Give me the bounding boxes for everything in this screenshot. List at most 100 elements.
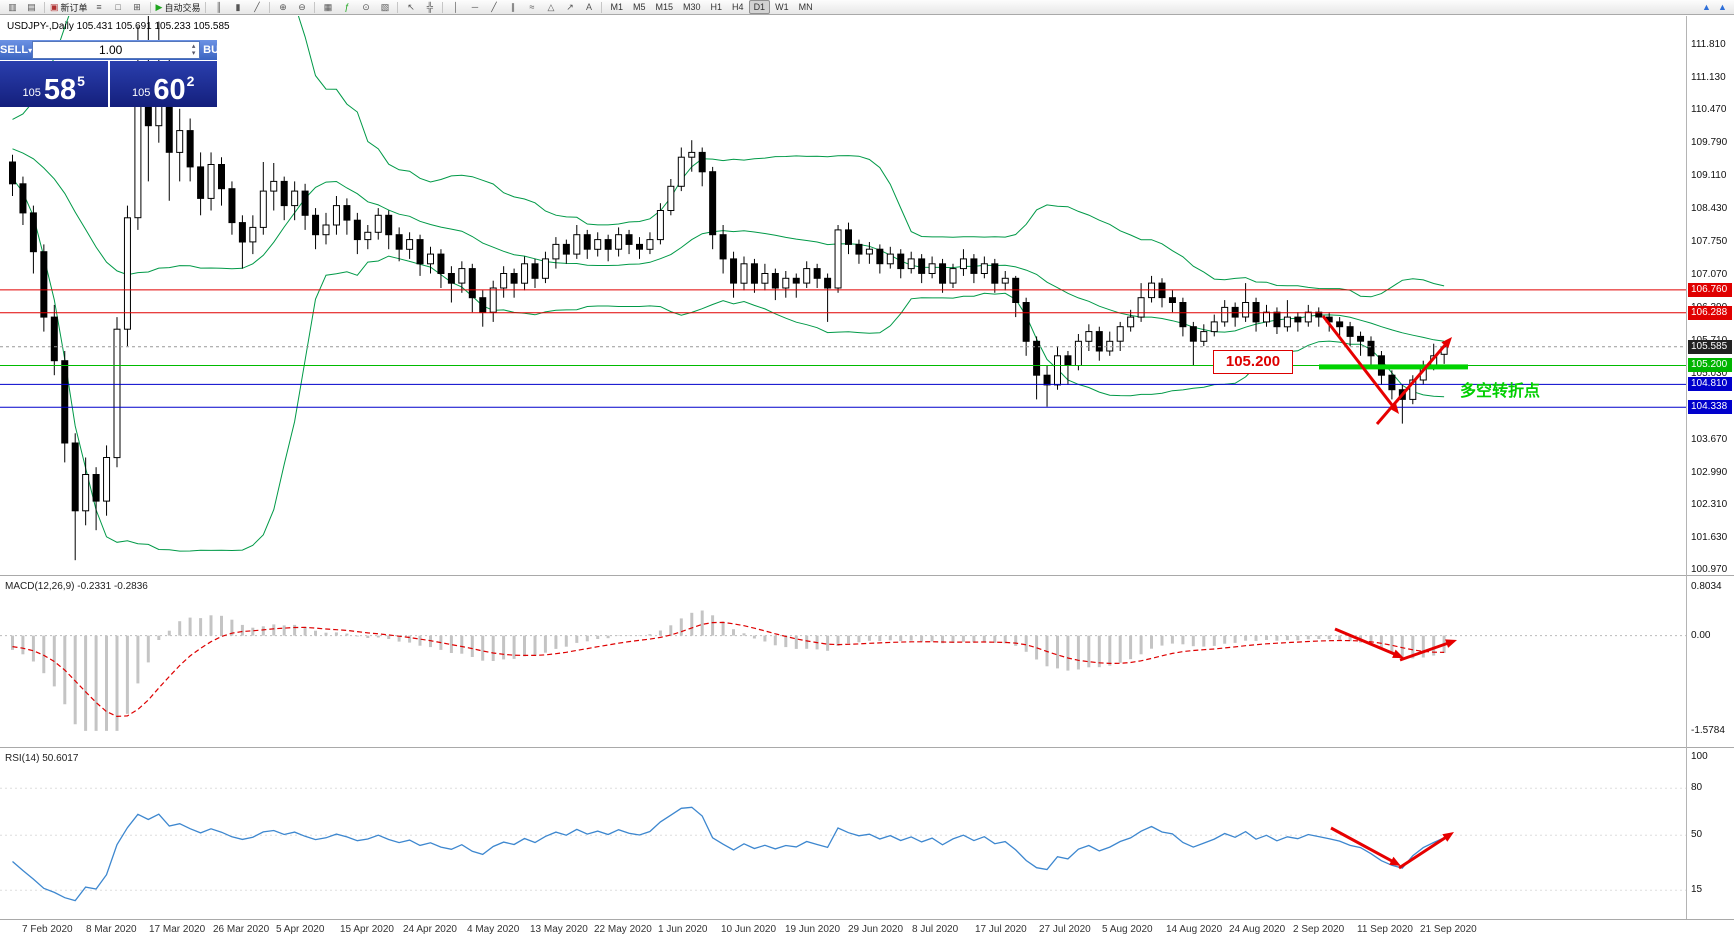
dock-arrow-icon[interactable]: ▲ <box>1702 2 1711 12</box>
rsi-line <box>12 806 1445 902</box>
horizontal-line-button[interactable]: ─ <box>465 1 484 14</box>
navigator-button[interactable]: ⊞ <box>128 1 147 14</box>
candle <box>918 258 926 274</box>
candle <box>332 205 340 226</box>
vertical-line-button[interactable]: │ <box>446 1 465 14</box>
candlestick-chart-button[interactable]: ▮ <box>228 1 247 14</box>
candle <box>604 239 612 250</box>
candle <box>249 226 257 243</box>
candle <box>301 190 309 216</box>
drawn-arrow[interactable] <box>1398 834 1450 870</box>
zoom-out-button[interactable]: ⊖ <box>292 1 311 14</box>
ask-pip-digit: 2 <box>186 73 195 89</box>
candle <box>1357 335 1365 342</box>
volume-down-icon[interactable]: ▾ <box>191 50 196 57</box>
candle <box>82 474 90 512</box>
bar-chart-button[interactable]: ║ <box>209 1 228 14</box>
drawn-arrow[interactable] <box>1399 640 1452 662</box>
timeframe-d1-button[interactable]: D1 <box>748 0 771 14</box>
price-level-note[interactable]: 105.200 <box>1213 350 1293 374</box>
crosshair-icon: ╬ <box>426 1 434 12</box>
candle <box>1210 321 1218 333</box>
candle <box>489 287 497 313</box>
tile-windows-button[interactable]: ▦ <box>318 1 337 14</box>
profiles-button[interactable]: ▤ <box>22 1 41 14</box>
trade-panel-price-row: 105 58 5 105 60 2 <box>0 61 217 107</box>
toolbar-separator <box>442 1 444 13</box>
candle <box>1137 297 1145 318</box>
candle <box>876 248 884 265</box>
timeframe-mn-button[interactable]: MN <box>798 2 813 12</box>
drawn-arrow[interactable] <box>1321 315 1397 411</box>
cursor-button[interactable]: ↖ <box>401 1 420 14</box>
periods-button[interactable]: ⊙ <box>356 1 375 14</box>
candle <box>907 258 915 270</box>
candle <box>1346 326 1354 337</box>
rsi-panel-canvas[interactable] <box>0 748 1686 919</box>
templates-button[interactable]: ▧ <box>375 1 394 14</box>
trendline-button[interactable]: ╱ <box>484 1 503 14</box>
drawn-arrow[interactable] <box>1330 826 1397 865</box>
market-watch-button[interactable]: ≡ <box>90 1 109 14</box>
drawn-arrow[interactable] <box>1375 340 1450 425</box>
auto-trading-button[interactable]: ▶ 自动交易 <box>154 1 203 14</box>
candle <box>730 258 738 284</box>
indicators-button[interactable]: ƒ <box>337 1 356 14</box>
macd-scale-label: 0.00 <box>1691 630 1711 641</box>
candle <box>792 277 800 284</box>
candle <box>1085 331 1093 342</box>
turning-point-annotation[interactable]: 多空转折点 <box>1460 383 1541 400</box>
candle <box>1336 321 1344 328</box>
candle <box>113 328 121 459</box>
new-order-button[interactable]: ▣ 新订单 <box>48 1 90 14</box>
macd-panel-canvas[interactable] <box>0 576 1686 747</box>
zoom-in-icon: ⊕ <box>279 1 287 12</box>
buy-button[interactable]: BUY <box>203 44 227 56</box>
candle <box>1283 316 1291 328</box>
date-label: 27 Jul 2020 <box>1039 924 1091 935</box>
toolbar-separator <box>205 1 207 13</box>
volume-input[interactable] <box>33 43 189 57</box>
fibonacci-button[interactable]: ≈ <box>522 1 541 14</box>
zoom-in-button[interactable]: ⊕ <box>273 1 292 14</box>
text-button[interactable]: A <box>579 1 598 14</box>
timeframe-w1-button[interactable]: W1 <box>775 2 789 12</box>
date-label: 24 Apr 2020 <box>403 924 457 935</box>
candle <box>1064 355 1072 366</box>
timeframe-m30-button[interactable]: M30 <box>683 2 701 12</box>
data-window-button[interactable]: □ <box>109 1 128 14</box>
drawn-arrow[interactable] <box>1334 627 1400 658</box>
volume-up-icon[interactable]: ▴ <box>191 43 196 50</box>
one-click-trading-panel: SELL ▾ ▴ ▾ BUY 105 58 5 105 60 2 <box>0 40 226 107</box>
timeframe-m15-button[interactable]: M15 <box>655 2 674 12</box>
toolbar-separator <box>149 1 151 13</box>
candle <box>980 263 988 275</box>
line-chart-button[interactable]: ╱ <box>247 1 266 14</box>
rsi-scale-label: 15 <box>1691 884 1703 895</box>
dock-arrow-icon[interactable]: ▲ <box>1718 2 1727 12</box>
sell-price-button[interactable]: 105 58 5 <box>0 61 108 107</box>
sell-button[interactable]: SELL <box>0 44 29 56</box>
panel-separator[interactable] <box>0 575 1734 576</box>
timeframe-h4-button[interactable]: H4 <box>732 2 744 12</box>
candle <box>280 180 288 207</box>
new-chart-button[interactable]: ▥ <box>3 1 22 14</box>
sell-dropdown-icon[interactable]: ▾ <box>28 45 33 55</box>
candle <box>521 263 529 284</box>
timeframe-m1-button[interactable]: M1 <box>610 2 623 12</box>
crosshair-button[interactable]: ╬ <box>420 1 439 14</box>
channel-button[interactable]: ∥ <box>503 1 522 14</box>
support-segment[interactable] <box>1319 364 1468 370</box>
arrows-button[interactable]: ↗ <box>560 1 579 14</box>
toolbar-separator <box>44 1 45 13</box>
candle <box>1054 355 1061 386</box>
macd-indicator-label: MACD(12,26,9) -0.2331 -0.2836 <box>5 581 148 592</box>
shapes-button[interactable]: △ <box>541 1 560 14</box>
buy-price-button[interactable]: 105 60 2 <box>109 61 217 107</box>
timeframe-h1-button[interactable]: H1 <box>710 2 723 12</box>
candle <box>1409 379 1417 400</box>
panel-separator[interactable] <box>0 747 1734 748</box>
timeframe-m5-button[interactable]: M5 <box>632 2 646 12</box>
main-chart-canvas[interactable] <box>0 16 1686 575</box>
